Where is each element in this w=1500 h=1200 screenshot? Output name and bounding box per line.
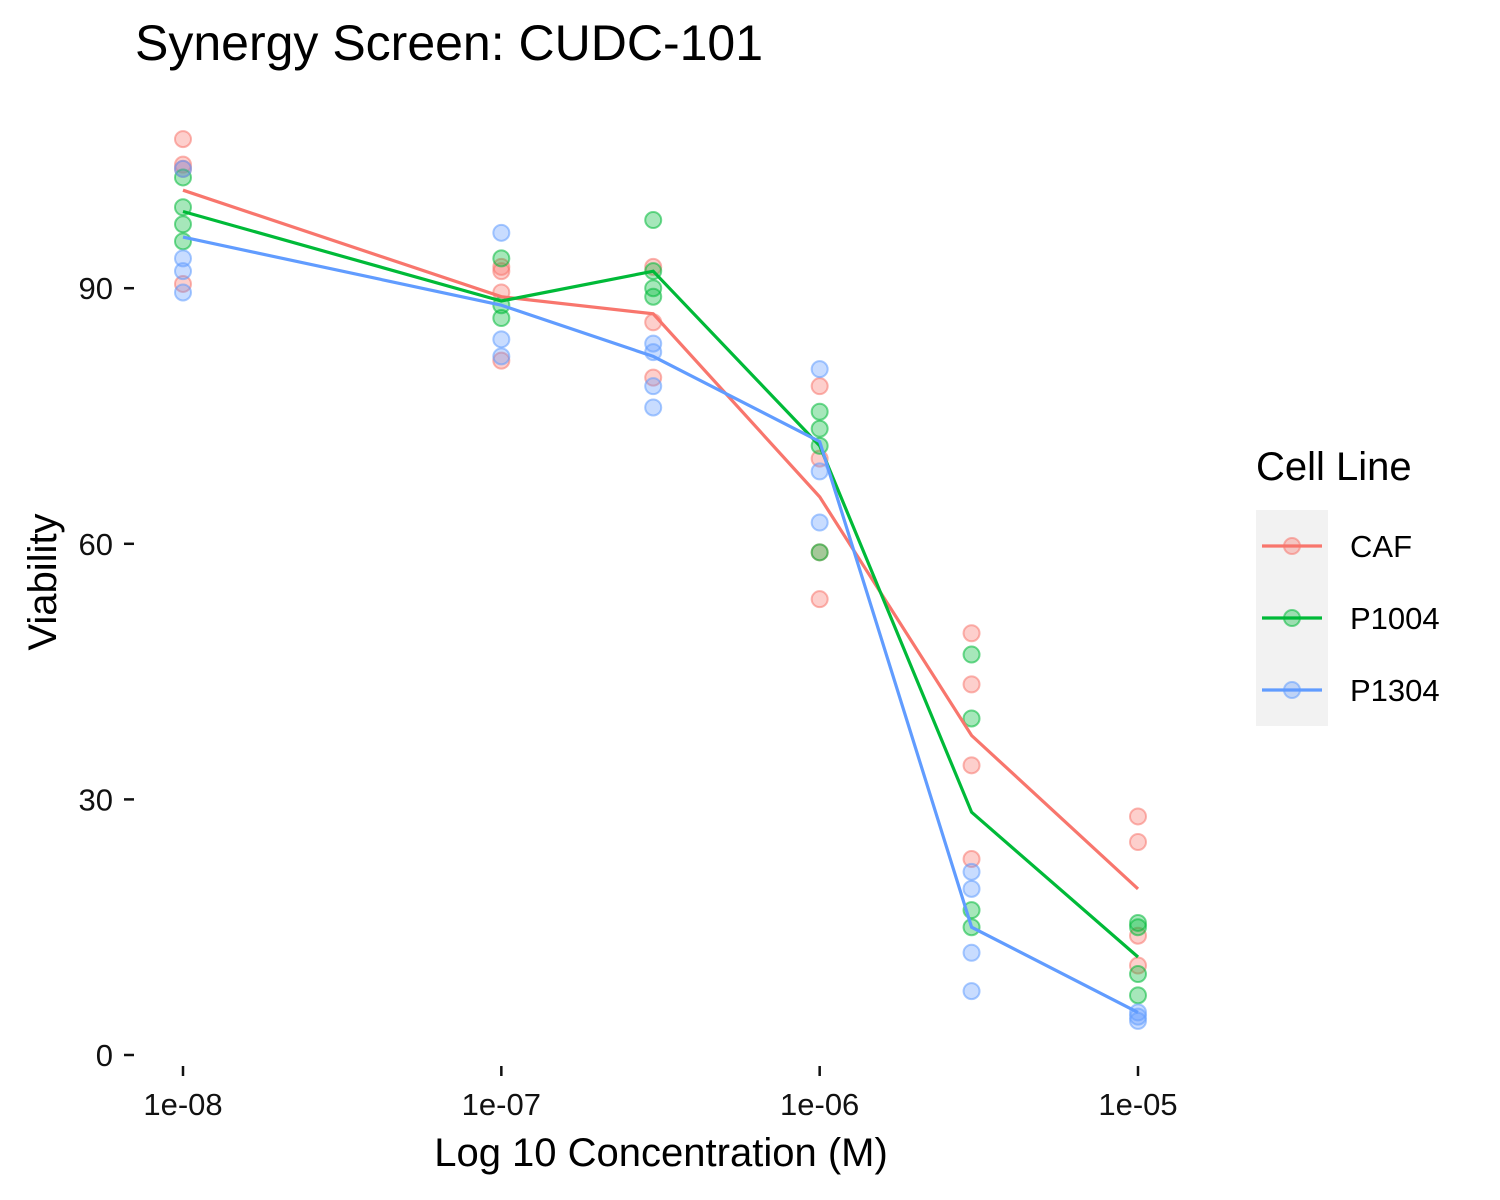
data-point [492,330,511,349]
y-axis: 0 30 60 90 [79,271,134,1073]
data-point [810,402,829,421]
data-point [492,309,511,328]
data-point [962,879,981,898]
legend-label: P1004 [1350,601,1440,636]
data-point [810,462,829,481]
data-point [1129,1011,1147,1030]
data-point [962,709,981,728]
data-point [962,624,981,643]
data-point [174,283,192,302]
data-point [492,223,511,242]
data-point [1129,913,1147,932]
y-axis-title: Viability [21,513,65,650]
series-lines [182,188,1140,1014]
data-point [1129,965,1147,984]
legend-key-point [1283,609,1301,627]
legend-key-point [1283,681,1301,699]
chart-title: Synergy Screen: CUDC-101 [135,15,764,71]
legend: Cell Line CAF P1004 P1304 [1256,445,1440,726]
series-line-p1004 [182,209,1140,959]
legend-item-p1304: P1304 [1262,673,1440,708]
x-tick-label: 1e-05 [1098,1087,1177,1122]
x-tick-label: 1e-08 [143,1087,222,1122]
data-point [810,513,829,532]
data-point [644,287,663,306]
legend-label: CAF [1350,529,1412,564]
y-tick-label: 60 [79,527,113,562]
data-point [810,360,829,379]
data-point [962,850,981,869]
data-point [644,211,663,230]
x-tick-label: 1e-07 [462,1087,541,1122]
data-point [492,347,511,366]
data-point [962,943,981,962]
y-tick-label: 90 [79,271,113,306]
data-point [810,419,829,438]
series-line-p1304 [182,235,1139,1014]
data-point [1129,807,1147,826]
legend-key-point [1283,537,1301,555]
data-point [810,590,829,609]
y-tick-label: 30 [79,782,113,817]
data-point [1129,986,1147,1005]
legend-items: CAF P1004 P1304 [1262,529,1440,708]
data-point [492,262,511,281]
y-tick-label: 0 [96,1038,113,1073]
series-points-p1304 [174,159,1147,1030]
data-point [644,398,663,417]
data-point [962,675,981,694]
series-points-p1004 [174,168,1147,1005]
data-point [174,159,192,178]
data-point [962,862,981,881]
legend-title: Cell Line [1256,445,1412,489]
series-line-caf [182,188,1140,891]
data-point [174,130,192,149]
data-point [174,249,192,268]
data-point [1129,918,1147,937]
data-point [1129,833,1147,851]
data-point [1129,1007,1147,1026]
data-point [492,249,511,268]
x-axis-title: Log 10 Concentration (M) [434,1131,888,1175]
legend-label: P1304 [1350,673,1440,708]
legend-item-caf: CAF [1262,529,1412,564]
data-point [810,543,829,562]
legend-item-p1004: P1004 [1262,601,1440,636]
data-point [174,262,192,281]
x-tick-label: 1e-06 [780,1087,859,1122]
data-point [962,756,981,775]
x-axis: 1e-08 1e-07 1e-06 1e-05 [143,1066,1178,1122]
data-point [644,377,663,396]
data-point [962,982,981,1001]
data-point [174,232,192,251]
data-point [492,351,511,370]
data-point [810,377,829,396]
data-point [174,155,192,174]
series-points-caf [174,130,1147,975]
data-point [174,215,192,234]
data-point [962,645,981,664]
